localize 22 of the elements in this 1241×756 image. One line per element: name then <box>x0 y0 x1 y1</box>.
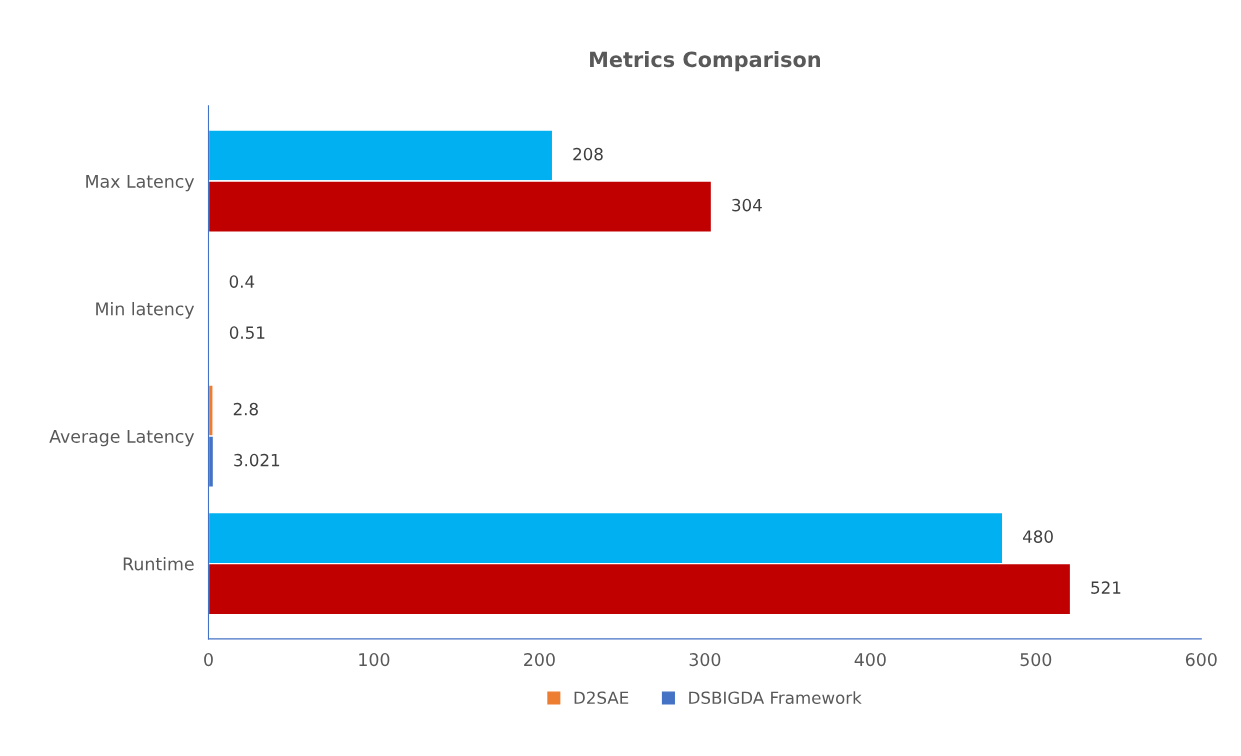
data-label: 208 <box>573 147 603 161</box>
data-label: 521 <box>1091 581 1121 594</box>
data-label: 480 <box>1022 530 1053 543</box>
y-tick-label: Average Latency <box>49 430 195 447</box>
data-label: 0.51 <box>229 326 265 339</box>
data-label: 3.021 <box>234 453 280 467</box>
x-tick-label: 100 <box>359 653 390 667</box>
x-tick-label: 400 <box>854 653 886 667</box>
legend-label: D2SAE <box>574 691 629 705</box>
x-tick-label: 200 <box>524 653 555 667</box>
x-tick-label: 500 <box>1020 653 1052 667</box>
y-tick-label: Max Latency <box>86 175 195 192</box>
x-tick-label: 0 <box>204 653 213 667</box>
data-label: 2.8 <box>233 402 258 416</box>
data-label: 304 <box>732 198 762 212</box>
legend-label: DSBIGDA Framework <box>689 691 862 705</box>
chart-title: Metrics Comparison <box>590 51 820 72</box>
data-label: 0.4 <box>229 275 255 288</box>
x-tick-label: 300 <box>689 653 721 667</box>
y-tick-label: Min latency <box>96 301 195 319</box>
y-tick-label: Runtime <box>123 556 194 571</box>
x-tick-label: 600 <box>1185 653 1217 667</box>
